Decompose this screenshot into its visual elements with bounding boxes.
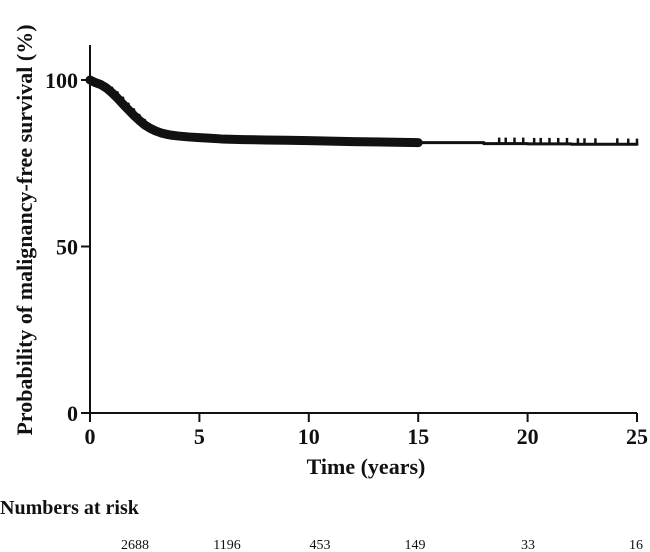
at-risk-value-2: 453 [310, 538, 331, 552]
x-tick-label-3: 15 [407, 424, 429, 449]
numbers-at-risk-row: 2688 1196 453 149 33 16 [121, 538, 643, 552]
at-risk-value-0: 2688 [121, 538, 149, 552]
at-risk-value-1: 1196 [213, 538, 240, 552]
plot-marks [85, 75, 639, 148]
at-risk-value-4: 33 [521, 538, 535, 552]
survival-curve-dense-0 [85, 75, 423, 148]
y-tick-label-2: 100 [45, 68, 78, 93]
x-tick-label-0: 0 [85, 424, 96, 449]
x-tick-label-5: 25 [626, 424, 648, 449]
y-tick-label-1: 50 [56, 235, 78, 260]
at-risk-value-3: 149 [405, 538, 426, 552]
x-tick-label-2: 10 [298, 424, 320, 449]
x-tick-label-1: 5 [194, 424, 205, 449]
at-risk-value-5: 16 [629, 538, 643, 552]
y-axis-title: Probability of malignancy-free survival … [12, 24, 37, 435]
y-tick-label-0: 0 [67, 401, 78, 426]
x-axis-title: Time (years) [307, 454, 426, 479]
axes: 0 5 10 15 20 25 0 50 100 [45, 45, 648, 449]
numbers-at-risk-title: Numbers at risk [0, 497, 140, 519]
x-tick-label-4: 20 [517, 424, 539, 449]
